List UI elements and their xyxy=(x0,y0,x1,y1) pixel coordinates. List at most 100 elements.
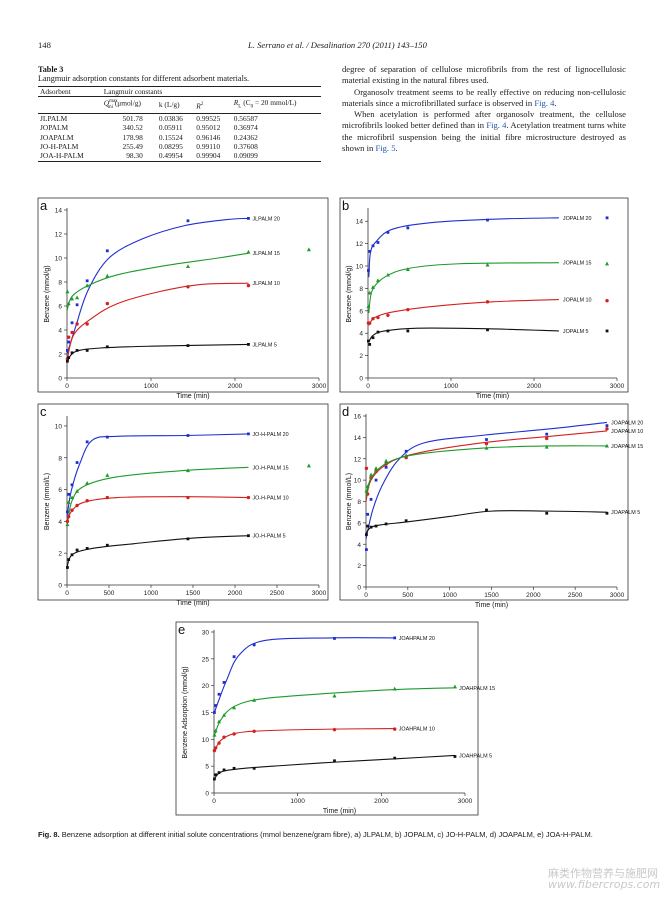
data-point xyxy=(246,495,251,500)
panel-frame xyxy=(37,197,329,393)
x-tick-label: 3000 xyxy=(458,798,473,805)
data-point xyxy=(212,732,217,737)
data-point xyxy=(66,359,69,363)
y-tick-label: 25 xyxy=(202,656,210,663)
panel-frame xyxy=(339,403,629,601)
watermark-url: www.fibercrops.com xyxy=(548,878,661,891)
data-point xyxy=(369,497,373,501)
data-point xyxy=(212,748,217,753)
data-point xyxy=(222,681,226,684)
data-point xyxy=(404,519,408,523)
fit-curve-blue xyxy=(66,433,249,517)
data-point xyxy=(605,261,610,266)
data-point xyxy=(333,637,336,640)
data-point xyxy=(371,244,375,248)
x-tick-label: 3000 xyxy=(610,383,625,390)
data-point xyxy=(605,511,609,515)
col-rl: RL (C0 = 20 mmol/L) xyxy=(231,96,321,114)
y-tick-label: 4 xyxy=(58,519,62,526)
data-point xyxy=(306,463,311,468)
data-point xyxy=(105,273,110,278)
y-tick-label: 8 xyxy=(357,499,361,506)
paragraph-2: Organosolv treatment seems to be really … xyxy=(342,86,626,108)
y-tick-label: 12 xyxy=(354,456,362,463)
fig5-link[interactable]: Fig. 5 xyxy=(375,143,396,154)
fig4-link-2[interactable]: Fig. 4 xyxy=(486,120,507,131)
table-row: JOAPALM 178.98 0.15524 0.96146 0.24362 xyxy=(38,133,321,142)
x-axis-label: Time (min) xyxy=(475,602,508,609)
data-point xyxy=(186,285,190,289)
data-point xyxy=(214,704,218,707)
data-point xyxy=(374,478,378,482)
data-point xyxy=(368,343,372,346)
data-point xyxy=(364,466,369,471)
watermark-text: 麻类作物营养与施肥网 xyxy=(548,867,658,880)
fit-curve-black xyxy=(66,343,249,362)
fig4-link[interactable]: Fig. 4 xyxy=(534,97,555,108)
data-point xyxy=(386,313,390,317)
data-point xyxy=(366,524,370,528)
y-tick-label: 2 xyxy=(58,352,62,359)
y-tick-label: 0 xyxy=(58,583,62,590)
fit-curve-green xyxy=(365,445,607,498)
x-axis-label: Time (min) xyxy=(323,808,356,815)
fit-curve-red xyxy=(213,728,395,753)
x-tick-label: 3000 xyxy=(610,592,625,599)
data-point xyxy=(213,728,218,733)
data-point xyxy=(484,445,489,450)
data-point xyxy=(605,427,609,431)
x-tick-label: 0 xyxy=(366,383,370,390)
data-point xyxy=(75,461,79,464)
panel-letter: c xyxy=(40,404,47,419)
data-point xyxy=(66,514,71,519)
x-tick-label: 1000 xyxy=(290,798,305,805)
data-point xyxy=(105,435,109,439)
x-tick-label: 0 xyxy=(364,592,368,599)
x-tick-label: 2000 xyxy=(527,383,542,390)
cell-r2: 0.99904 xyxy=(194,151,232,162)
paragraph-1: degree of separation of cellulose microf… xyxy=(342,64,626,86)
table-caption: Langmuir adsorption constants for differ… xyxy=(38,74,250,83)
data-point xyxy=(392,686,397,691)
data-point xyxy=(484,442,489,446)
data-point xyxy=(544,444,549,449)
data-point xyxy=(246,283,251,288)
cell-name: JOPALM xyxy=(40,123,69,133)
data-point xyxy=(247,217,250,220)
data-point xyxy=(367,290,372,295)
table-row: JOPALM 340.52 0.05911 0.95012 0.36974 xyxy=(38,123,321,132)
y-tick-label: 10 xyxy=(55,423,63,430)
cell-rl: 0.09099 xyxy=(231,151,321,162)
cell-rl: 0.37608 xyxy=(233,141,258,151)
series-label: JLPALM 15 xyxy=(252,251,279,257)
y-tick-label: 2 xyxy=(357,563,361,570)
x-tick-label: 1500 xyxy=(484,592,499,599)
col-k: k (L/g) xyxy=(156,96,195,114)
data-point xyxy=(85,283,90,288)
data-point xyxy=(367,321,372,325)
data-point xyxy=(366,304,371,308)
series-label: JOPALM 5 xyxy=(563,329,589,335)
cell-q: 178.98 xyxy=(122,132,143,142)
data-point xyxy=(213,711,216,714)
data-point xyxy=(365,533,368,537)
data-point xyxy=(67,340,71,344)
cell-rl: 0.56587 xyxy=(233,113,258,123)
x-tick-label: 2000 xyxy=(228,383,243,390)
x-axis-label: Time (min) xyxy=(476,393,509,400)
chart-c: c 0 2 4 6 8 10 0 500 1000 1500 2000 2500 3000 Time (mi… xyxy=(37,403,329,607)
chart-b: b 0 2 4 6 8 10 12 14 0 1000 2000 3000 Time (min) Benze… xyxy=(339,197,629,400)
data-point xyxy=(545,511,549,515)
y-tick-label: 20 xyxy=(202,683,210,690)
y-tick-label: 14 xyxy=(55,208,63,215)
data-point xyxy=(85,440,89,444)
data-point xyxy=(371,316,375,321)
data-point xyxy=(85,322,89,326)
chart-e: e 0 5 10 15 20 25 30 0 1000 2000 3000 Time (min) Benz… xyxy=(175,621,495,816)
data-point xyxy=(485,508,488,512)
data-point xyxy=(70,508,74,512)
data-point xyxy=(85,279,89,283)
cell-name: JLPALM xyxy=(40,113,68,123)
data-point xyxy=(452,684,457,689)
data-point xyxy=(404,453,409,458)
